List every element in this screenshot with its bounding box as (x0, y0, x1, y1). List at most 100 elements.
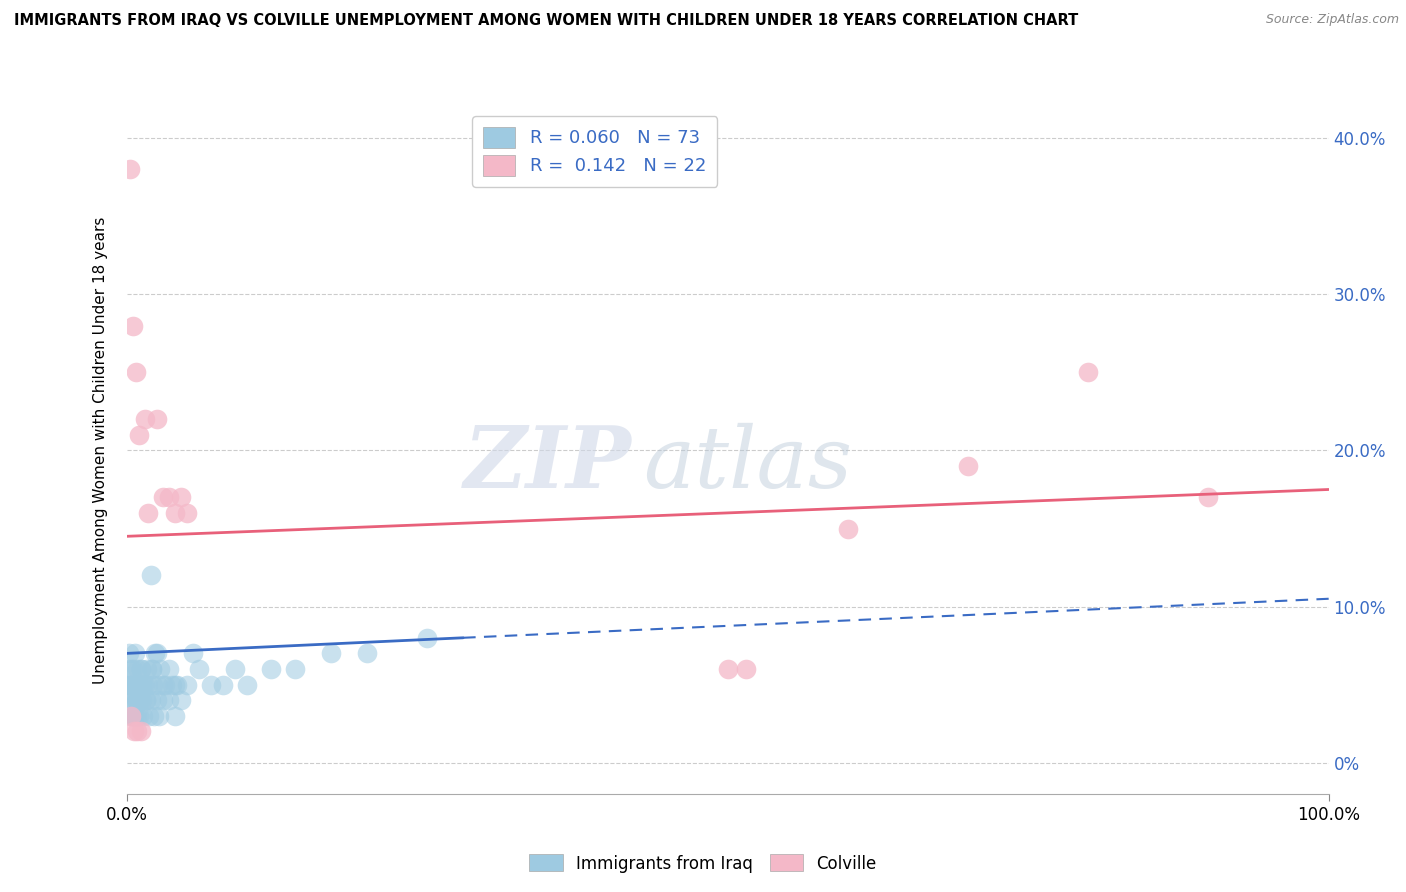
Point (120, 708, 142, 723)
Point (176, 678, 198, 692)
Point (235, 678, 259, 692)
Point (152, 678, 174, 692)
Legend: R = 0.060   N = 73, R =  0.142   N = 22: R = 0.060 N = 73, R = 0.142 N = 22 (472, 116, 717, 186)
Point (169, 490, 191, 504)
Point (416, 631, 439, 645)
Point (211, 678, 233, 692)
Point (132, 678, 155, 692)
Point (125, 366, 148, 380)
Point (124, 708, 146, 723)
Point (129, 662, 152, 676)
Point (121, 318, 143, 333)
Point (121, 693, 143, 707)
Point (129, 724, 152, 739)
Text: IMMIGRANTS FROM IRAQ VS COLVILLE UNEMPLOYMENT AMONG WOMEN WITH CHILDREN UNDER 18: IMMIGRANTS FROM IRAQ VS COLVILLE UNEMPLO… (14, 13, 1078, 29)
Legend: Immigrants from Iraq, Colville: Immigrants from Iraq, Colville (523, 847, 883, 880)
Point (837, 521, 859, 535)
Point (200, 678, 222, 692)
Point (122, 678, 145, 692)
Point (128, 428, 150, 442)
Point (716, 662, 740, 676)
Point (1197, 490, 1219, 504)
Point (160, 678, 183, 692)
Point (121, 678, 143, 692)
Point (131, 693, 153, 707)
Point (124, 708, 146, 723)
Point (127, 693, 149, 707)
Point (163, 678, 186, 692)
Point (122, 693, 145, 707)
Text: ZIP: ZIP (464, 423, 631, 506)
Point (117, 678, 139, 692)
Point (224, 662, 246, 676)
Point (122, 662, 145, 676)
Point (356, 646, 378, 660)
Point (128, 678, 150, 692)
Point (319, 646, 342, 660)
Point (120, 662, 142, 676)
Point (145, 693, 167, 707)
Point (149, 662, 172, 676)
Y-axis label: Unemployment Among Women with Children Under 18 years: Unemployment Among Women with Children U… (93, 217, 108, 684)
Point (117, 662, 139, 676)
Point (136, 506, 159, 520)
Point (143, 708, 166, 723)
Text: Source: ZipAtlas.com: Source: ZipAtlas.com (1265, 13, 1399, 27)
Point (125, 708, 148, 723)
Point (139, 568, 162, 582)
Point (127, 662, 149, 676)
Point (153, 678, 176, 692)
Point (129, 662, 152, 676)
Point (120, 678, 142, 692)
Point (284, 662, 307, 676)
Point (260, 662, 283, 676)
Point (176, 506, 198, 520)
Point (141, 662, 163, 676)
Point (1077, 366, 1099, 380)
Point (169, 693, 191, 707)
Point (148, 708, 170, 723)
Point (139, 693, 162, 707)
Point (125, 678, 148, 692)
Point (135, 693, 157, 707)
Point (118, 646, 141, 660)
Point (956, 458, 979, 473)
Point (163, 506, 186, 520)
Point (124, 693, 146, 707)
Point (152, 490, 174, 504)
Point (135, 693, 157, 707)
Point (163, 708, 186, 723)
Point (128, 693, 150, 707)
Point (146, 678, 169, 692)
Point (166, 678, 188, 692)
Point (181, 646, 204, 660)
Point (145, 646, 167, 660)
Point (157, 693, 180, 707)
Point (136, 678, 159, 692)
Point (734, 662, 756, 676)
Point (131, 678, 153, 692)
Point (120, 708, 142, 723)
Point (142, 678, 165, 692)
Point (121, 708, 143, 723)
Point (127, 724, 149, 739)
Point (118, 693, 141, 707)
Point (157, 490, 180, 504)
Point (132, 708, 155, 723)
Point (141, 662, 163, 676)
Point (136, 662, 159, 676)
Point (127, 693, 149, 707)
Point (145, 646, 167, 660)
Point (122, 724, 145, 739)
Point (187, 662, 209, 676)
Point (138, 708, 160, 723)
Point (125, 678, 148, 692)
Point (134, 678, 156, 692)
Point (145, 412, 167, 426)
Point (120, 162, 142, 177)
Text: atlas: atlas (644, 423, 852, 506)
Point (134, 412, 156, 426)
Point (128, 708, 150, 723)
Point (152, 693, 174, 707)
Point (124, 646, 146, 660)
